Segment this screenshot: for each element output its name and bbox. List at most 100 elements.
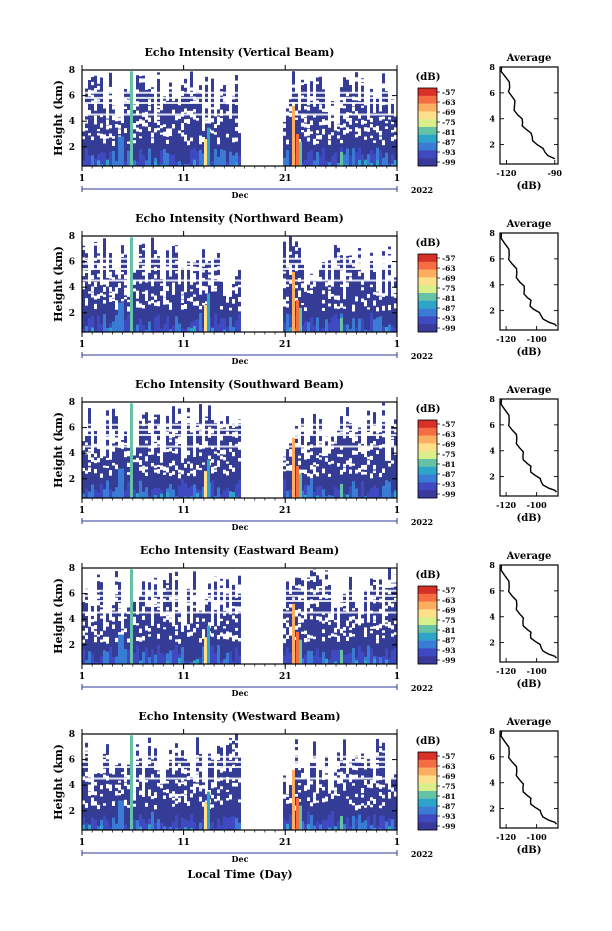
heatmap-cell xyxy=(289,577,292,581)
heatmap-cell xyxy=(199,588,202,591)
heatmap-cell xyxy=(385,283,388,288)
heatmap-cell xyxy=(202,632,205,638)
heatmap-cell xyxy=(334,791,337,796)
heatmap-cell xyxy=(100,419,103,422)
heatmap-cell xyxy=(91,420,94,423)
heatmap-cell xyxy=(151,282,154,287)
heatmap-cell xyxy=(196,601,199,607)
plot-frame xyxy=(81,69,398,167)
heatmap-cell xyxy=(337,420,340,425)
heatmap-cell xyxy=(91,749,94,753)
heatmap-cell xyxy=(328,814,331,830)
colorbar-segment xyxy=(418,142,437,151)
heatmap-cell xyxy=(316,746,319,751)
heatmap-cell xyxy=(202,801,205,807)
heatmap-cell xyxy=(370,93,373,96)
heatmap-cell xyxy=(367,280,370,332)
heatmap-cell xyxy=(346,636,349,641)
heatmap-cell xyxy=(367,415,370,421)
heatmap-cell xyxy=(358,271,361,277)
heatmap-cell xyxy=(127,736,130,742)
heatmap-cell xyxy=(364,244,367,248)
colorbar-segment xyxy=(418,791,437,800)
heatmap-cell xyxy=(382,803,385,806)
heatmap-cell xyxy=(319,616,322,621)
heatmap-cell xyxy=(337,318,340,332)
heatmap-cell xyxy=(133,574,136,578)
heatmap-cell xyxy=(202,123,205,127)
heatmap-cell xyxy=(220,570,223,574)
heatmap-cell xyxy=(211,480,214,498)
heatmap-cell xyxy=(382,577,385,582)
heatmap-cell xyxy=(337,124,340,127)
heatmap-cell xyxy=(151,164,154,166)
heatmap-cell xyxy=(313,471,316,475)
heatmap-cell xyxy=(151,489,154,498)
heatmap-cell xyxy=(301,82,304,86)
heatmap-cell xyxy=(136,127,139,132)
heatmap-cell xyxy=(175,450,178,454)
heatmap-cell xyxy=(115,287,118,290)
heatmap-cell xyxy=(301,262,304,332)
heatmap-cell xyxy=(355,766,358,771)
heatmap-cell xyxy=(286,647,289,664)
heatmap-cell xyxy=(235,740,238,743)
heatmap-cell xyxy=(382,635,385,639)
heatmap-cell xyxy=(148,268,151,273)
heatmap-cell xyxy=(124,280,127,286)
heatmap-cell xyxy=(385,775,388,779)
heatmap-cell xyxy=(148,734,151,738)
heatmap-cell xyxy=(166,744,169,748)
heatmap-cell xyxy=(325,436,328,442)
heatmap-cell xyxy=(115,300,118,303)
heatmap-cell xyxy=(379,815,382,830)
heatmap-cell xyxy=(136,579,139,583)
echo-stripe xyxy=(296,466,299,498)
heatmap-cell xyxy=(100,455,103,459)
heatmap-cell xyxy=(199,89,202,94)
colorbar-segment xyxy=(418,293,437,302)
heatmap-cell xyxy=(142,121,145,127)
heatmap-cell xyxy=(166,431,169,435)
heatmap-cell xyxy=(394,647,397,664)
heatmap-cell xyxy=(193,403,196,407)
heatmap-cell xyxy=(157,596,160,664)
heatmap-cell xyxy=(199,291,202,332)
echo-stripe xyxy=(204,803,207,830)
panel-5: Echo Intensity (Westward Beam)2468Height… xyxy=(52,710,559,864)
heatmap-cell xyxy=(184,482,187,498)
heatmap-cell xyxy=(127,282,130,287)
heatmap-cell xyxy=(229,632,232,638)
heatmap-cell xyxy=(229,605,232,610)
heatmap-cell xyxy=(205,442,208,448)
heatmap-cell xyxy=(376,307,379,312)
colorbar-tick-label: -57 xyxy=(442,420,456,429)
heatmap-cell xyxy=(205,288,208,294)
heatmap-cell xyxy=(109,773,112,830)
heatmap-cell xyxy=(127,604,130,608)
heatmap-streak xyxy=(82,777,241,780)
heatmap-cell xyxy=(160,291,163,296)
colorbar-tick-label: -69 xyxy=(442,772,456,781)
heatmap-cell xyxy=(184,618,187,622)
heatmap-cell xyxy=(106,622,109,627)
heatmap-cell xyxy=(163,406,166,412)
heatmap-cell xyxy=(196,492,199,498)
heatmap-cell xyxy=(238,131,241,166)
heatmap-cell xyxy=(334,734,337,739)
heatmap-cell xyxy=(235,126,238,131)
heatmap-cell xyxy=(370,70,373,74)
heatmap-cell xyxy=(214,258,217,332)
heatmap-cell xyxy=(232,81,235,85)
heatmap-cell xyxy=(169,128,172,132)
heatmap-cell xyxy=(181,793,184,797)
heatmap-cell xyxy=(124,85,127,89)
heatmap-cell xyxy=(325,161,328,166)
heatmap-cell xyxy=(370,585,373,591)
heatmap-cell xyxy=(112,277,115,280)
heatmap-cell xyxy=(208,115,211,120)
heatmap-cell xyxy=(373,412,376,498)
heatmap-cell xyxy=(286,77,289,80)
heatmap-cell xyxy=(91,294,94,298)
